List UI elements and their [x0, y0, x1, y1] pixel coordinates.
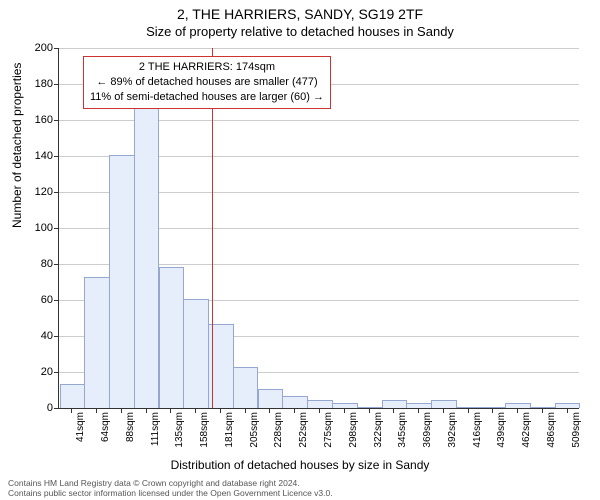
- histogram-bar: [382, 400, 408, 408]
- x-tick-mark: [418, 408, 419, 413]
- annotation-line: 2 THE HARRIERS: 174sqm: [90, 60, 324, 75]
- x-tick-label: 181sqm: [224, 412, 235, 448]
- x-tick-label: 416sqm: [472, 412, 483, 448]
- y-tick-mark: [54, 228, 59, 229]
- y-tick-label: 60: [13, 294, 53, 306]
- x-tick-mark: [369, 408, 370, 413]
- histogram-bar: [233, 367, 259, 408]
- y-tick-mark: [54, 156, 59, 157]
- x-tick-mark: [146, 408, 147, 413]
- x-tick-mark: [492, 408, 493, 413]
- x-tick-mark: [319, 408, 320, 413]
- y-tick-label: 200: [13, 42, 53, 54]
- x-tick-label: 369sqm: [422, 412, 433, 448]
- y-tick-mark: [54, 264, 59, 265]
- y-tick-label: 0: [13, 402, 53, 414]
- y-tick-mark: [54, 192, 59, 193]
- x-tick-label: 205sqm: [249, 412, 260, 448]
- x-tick-mark: [195, 408, 196, 413]
- y-tick-label: 20: [13, 366, 53, 378]
- x-tick-mark: [96, 408, 97, 413]
- histogram-bar: [134, 105, 160, 408]
- annotation-line: 11% of semi-detached houses are larger (…: [90, 90, 324, 105]
- x-tick-mark: [393, 408, 394, 413]
- y-tick-label: 180: [13, 78, 53, 90]
- chart-subtitle: Size of property relative to detached ho…: [0, 22, 600, 39]
- x-axis-label: Distribution of detached houses by size …: [0, 458, 600, 472]
- histogram-bar: [332, 403, 358, 408]
- x-tick-mark: [121, 408, 122, 413]
- histogram-bar: [84, 277, 110, 408]
- x-tick-label: 158sqm: [199, 412, 210, 448]
- x-tick-mark: [468, 408, 469, 413]
- histogram-bar: [307, 400, 333, 408]
- y-tick-label: 100: [13, 222, 53, 234]
- histogram-bar: [282, 396, 308, 408]
- y-tick-mark: [54, 120, 59, 121]
- y-tick-label: 120: [13, 186, 53, 198]
- histogram-bar: [530, 407, 556, 408]
- annotation-line: ← 89% of detached houses are smaller (47…: [90, 75, 324, 90]
- y-tick-mark: [54, 300, 59, 301]
- y-tick-label: 80: [13, 258, 53, 270]
- plot-region: 02040608010012014016018020041sqm64sqm88s…: [58, 48, 579, 409]
- x-tick-label: 298sqm: [348, 412, 359, 448]
- y-tick-mark: [54, 372, 59, 373]
- x-tick-label: 88sqm: [125, 412, 136, 442]
- footer-attribution: Contains HM Land Registry data © Crown c…: [8, 478, 333, 498]
- x-tick-mark: [567, 408, 568, 413]
- y-tick-mark: [54, 336, 59, 337]
- x-tick-mark: [517, 408, 518, 413]
- histogram-bar: [183, 299, 209, 408]
- x-tick-mark: [542, 408, 543, 413]
- x-tick-label: 275sqm: [323, 412, 334, 448]
- x-tick-label: 41sqm: [75, 412, 86, 442]
- histogram-bar: [159, 267, 185, 408]
- y-tick-label: 40: [13, 330, 53, 342]
- x-tick-label: 64sqm: [100, 412, 111, 442]
- chart-area: 02040608010012014016018020041sqm64sqm88s…: [58, 48, 578, 408]
- x-tick-mark: [220, 408, 221, 413]
- footer-line-1: Contains HM Land Registry data © Crown c…: [8, 478, 333, 488]
- x-tick-label: 345sqm: [397, 412, 408, 448]
- x-tick-label: 135sqm: [174, 412, 185, 448]
- grid-line: [59, 48, 579, 49]
- x-tick-mark: [170, 408, 171, 413]
- x-tick-mark: [245, 408, 246, 413]
- x-tick-mark: [294, 408, 295, 413]
- y-tick-mark: [54, 48, 59, 49]
- x-tick-label: 228sqm: [273, 412, 284, 448]
- x-tick-mark: [443, 408, 444, 413]
- annotation-box: 2 THE HARRIERS: 174sqm← 89% of detached …: [83, 56, 331, 109]
- x-tick-label: 322sqm: [373, 412, 384, 448]
- y-tick-mark: [54, 408, 59, 409]
- x-tick-mark: [71, 408, 72, 413]
- chart-title: 2, THE HARRIERS, SANDY, SG19 2TF: [0, 0, 600, 22]
- x-tick-label: 111sqm: [150, 412, 161, 446]
- x-tick-label: 439sqm: [496, 412, 507, 448]
- y-tick-label: 160: [13, 114, 53, 126]
- y-tick-mark: [54, 84, 59, 85]
- x-tick-label: 252sqm: [298, 412, 309, 448]
- histogram-bar: [109, 155, 135, 408]
- x-tick-mark: [269, 408, 270, 413]
- histogram-bar: [60, 384, 86, 408]
- footer-line-2: Contains public sector information licen…: [8, 488, 333, 498]
- x-tick-label: 462sqm: [521, 412, 532, 448]
- histogram-bar: [431, 400, 457, 408]
- y-tick-label: 140: [13, 150, 53, 162]
- x-tick-label: 509sqm: [571, 412, 582, 448]
- x-tick-label: 486sqm: [546, 412, 557, 448]
- x-tick-mark: [344, 408, 345, 413]
- x-tick-label: 392sqm: [447, 412, 458, 448]
- histogram-bar: [258, 389, 284, 408]
